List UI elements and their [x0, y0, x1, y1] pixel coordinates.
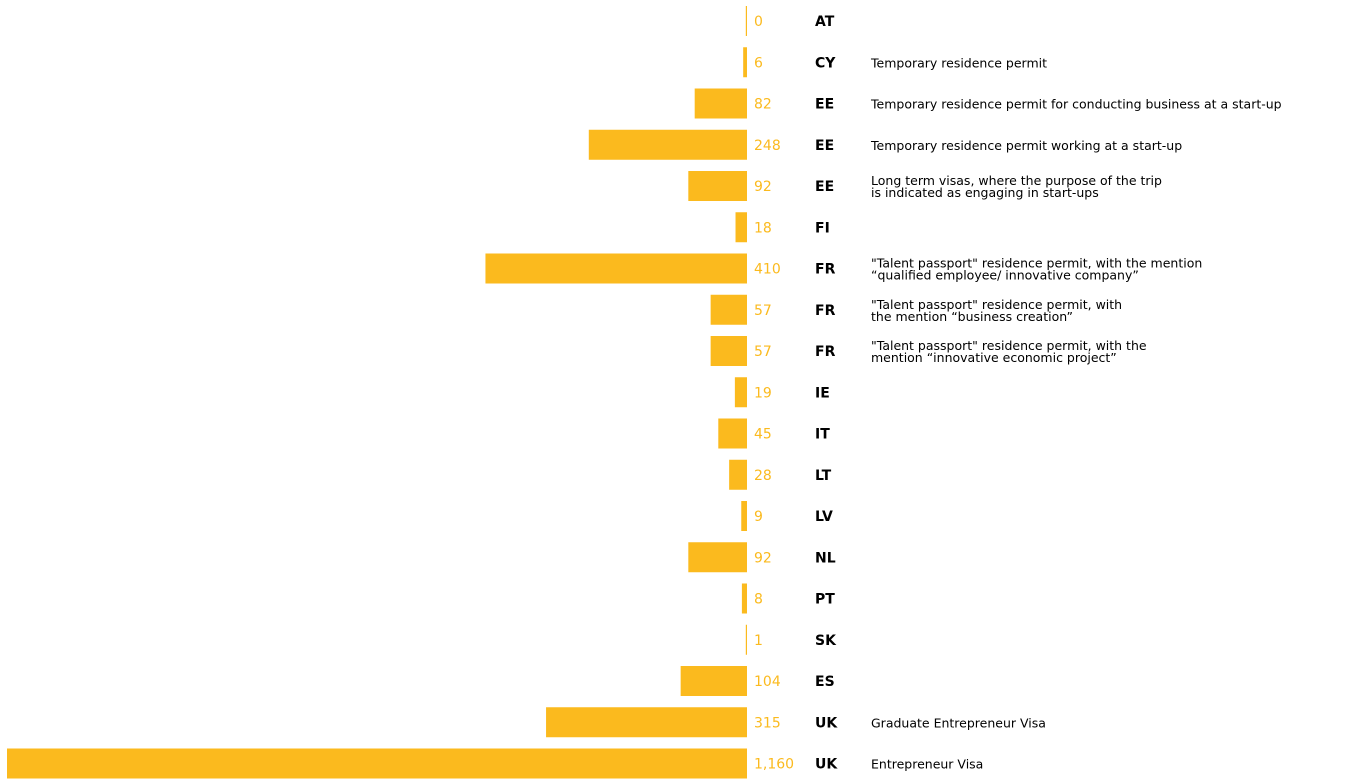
bar [741, 583, 747, 614]
value-label: 315 [754, 715, 781, 731]
bar-row: 57 FR "Talent passport" residence permit, … [710, 294, 1122, 325]
value-label: 1 [754, 633, 763, 649]
bar [694, 88, 747, 119]
permit-description: Graduate Entrepreneur Visa [871, 715, 1046, 730]
country-code-label: UK [815, 757, 838, 773]
bar-row: 9 LV [741, 501, 833, 531]
bar-row: 82 EE Temporary residence permit for condu… [694, 88, 1282, 119]
value-label: 1,160 [754, 757, 794, 773]
permit-description-line: Long term visas, where the purpose of th… [871, 173, 1162, 188]
permit-description-line: "Talent passport" residence permit, with… [871, 338, 1147, 353]
bar-row: 6 CY Temporary residence permit [743, 47, 1047, 78]
bar [680, 666, 747, 696]
permit-description-line: "Talent passport" residence permit, with [871, 297, 1122, 312]
country-code-label: LT [815, 468, 832, 484]
bar [745, 6, 747, 36]
permit-description-line: Graduate Entrepreneur Visa [871, 715, 1046, 730]
value-label: 248 [754, 138, 781, 154]
country-code-label: FR [815, 344, 836, 360]
permit-description: Temporary residence permit [870, 55, 1047, 70]
country-code-label: FR [815, 303, 836, 319]
value-label: 9 [754, 509, 763, 525]
bar-row: 28 LT [729, 459, 832, 490]
permit-description-line: Temporary residence permit for conductin… [870, 97, 1282, 112]
bar [710, 336, 747, 366]
bar-row: 248 EE Temporary residence permit working … [588, 129, 1182, 160]
value-label: 410 [754, 262, 781, 278]
bar [688, 542, 747, 573]
bar-row: 410 FR "Talent passport" residence permit,… [485, 253, 1202, 284]
bar-row: 1,160 UK Entrepreneur Visa [7, 748, 983, 779]
bar-row: 0 AT [745, 6, 835, 36]
bar [710, 294, 747, 325]
bar [485, 253, 747, 284]
permit-description: "Talent passport" residence permit, with… [871, 338, 1147, 365]
country-code-label: UK [815, 715, 838, 731]
country-code-label: AT [815, 14, 835, 30]
bar [688, 171, 747, 201]
bar-row: 315 UK Graduate Entrepreneur Visa [546, 707, 1046, 738]
country-code-label: FR [815, 262, 836, 278]
bar-row: 92 NL [688, 542, 836, 573]
value-label: 104 [754, 674, 781, 690]
value-label: 8 [754, 592, 763, 608]
bar-row: 8 PT [741, 583, 835, 614]
country-code-label: CY [815, 55, 836, 71]
country-code-label: IT [815, 427, 830, 443]
bar-row: 57 FR "Talent passport" residence permit, … [710, 336, 1147, 366]
value-label: 0 [754, 14, 763, 30]
country-code-label: IE [815, 385, 830, 401]
permit-description: Entrepreneur Visa [871, 757, 983, 772]
permit-description-line: “qualified employee/ innovative company” [871, 268, 1139, 283]
country-code-label: NL [815, 550, 836, 566]
bar [745, 624, 747, 655]
permit-description: Temporary residence permit working at a … [870, 138, 1182, 153]
bar [734, 377, 747, 408]
value-label: 57 [754, 303, 772, 319]
bar-row: 1 SK [745, 624, 837, 655]
bar [743, 47, 747, 78]
country-code-label: SK [815, 633, 837, 649]
permit-description: Temporary residence permit for conductin… [870, 97, 1282, 112]
permit-description-line: the mention “business creation” [871, 309, 1073, 324]
permit-description-line: mention “innovative economic project” [871, 350, 1117, 365]
value-label: 45 [754, 427, 772, 443]
bar-row: 92 EE Long term visas, where the purpose o… [688, 171, 1162, 201]
permit-description-line: "Talent passport" residence permit, with… [871, 256, 1202, 271]
country-code-label: EE [815, 179, 834, 195]
country-code-label: PT [815, 592, 835, 608]
bar-row: 45 IT [718, 418, 830, 449]
country-code-label: ES [815, 674, 835, 690]
bar [588, 129, 747, 160]
country-code-label: EE [815, 138, 834, 154]
value-label: 18 [754, 220, 772, 236]
permit-description-line: Entrepreneur Visa [871, 757, 983, 772]
value-label: 28 [754, 468, 772, 484]
permit-description-line: Temporary residence permit working at a … [870, 138, 1182, 153]
permit-description-line: Temporary residence permit [870, 55, 1047, 70]
value-label: 82 [754, 97, 772, 113]
value-label: 6 [754, 55, 763, 71]
permit-description: "Talent passport" residence permit, with… [871, 256, 1202, 283]
bar [718, 418, 747, 449]
bar [741, 501, 747, 531]
bar-row: 104 ES [680, 666, 835, 696]
value-label: 57 [754, 344, 772, 360]
bar [7, 748, 747, 779]
permit-description-line: is indicated as engaging in start-ups [871, 185, 1099, 200]
bar [729, 459, 747, 490]
country-code-label: LV [815, 509, 833, 525]
bar [546, 707, 747, 738]
permit-description: "Talent passport" residence permit, with… [871, 297, 1122, 324]
bar [735, 212, 747, 243]
country-code-label: FI [815, 220, 830, 236]
permit-description: Long term visas, where the purpose of th… [871, 173, 1162, 200]
value-label: 92 [754, 179, 772, 195]
value-label: 92 [754, 550, 772, 566]
country-code-label: EE [815, 97, 834, 113]
bar-row: 18 FI [735, 212, 830, 243]
value-label: 19 [754, 385, 772, 401]
bar-row: 19 IE [734, 377, 830, 408]
